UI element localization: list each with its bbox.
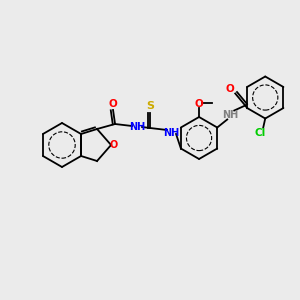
Text: O: O: [110, 140, 118, 150]
Text: O: O: [109, 99, 117, 109]
Text: Cl: Cl: [255, 128, 266, 139]
Text: NH: NH: [129, 122, 145, 132]
Text: S: S: [146, 101, 154, 111]
Text: O: O: [195, 99, 203, 109]
Text: NH: NH: [222, 110, 238, 119]
Text: O: O: [226, 83, 235, 94]
Text: NH: NH: [163, 128, 179, 138]
